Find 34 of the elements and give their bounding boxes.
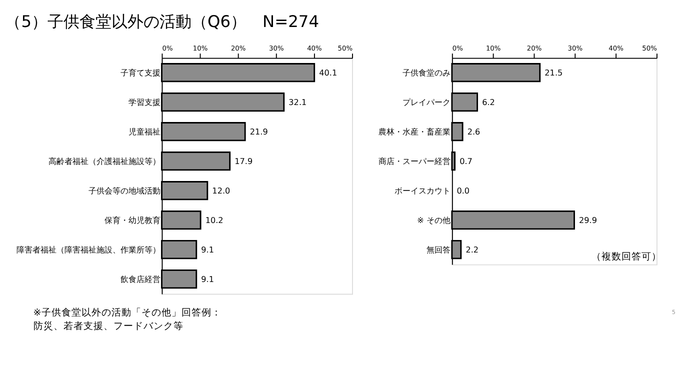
y-tick-label: 子供食堂のみ: [402, 67, 451, 78]
y-tick-label: 児童福祉: [128, 126, 160, 136]
y-tick-label: 飲食店経営: [120, 274, 160, 284]
data-label: 21.9: [250, 126, 268, 136]
data-label: 0.7: [460, 156, 472, 166]
data-label: 29.9: [579, 214, 598, 225]
y-tick-label: 子育て支援: [120, 67, 160, 78]
y-tick-label: 障害者福祉（障害福祉施設、作業所等）: [16, 244, 160, 254]
y-tick-label: 農林・水産・畜産業: [378, 126, 451, 136]
data-label: 12.0: [212, 185, 230, 196]
text: 防災、若者支援、フードバンク等: [33, 320, 184, 332]
y-tick-label: 高齢者福祉（介護福祉施設等）: [48, 156, 160, 166]
data-label: 6.2: [482, 96, 495, 107]
y-tick-label: 子供会等の地域活動: [88, 185, 160, 196]
data-label: 2.6: [467, 126, 480, 136]
y-tick-label: ボーイスカウト: [394, 185, 451, 196]
data-label: 9.1: [201, 274, 214, 284]
y-tick-label: 保育・幼児教育: [104, 214, 160, 225]
data-label: 17.9: [234, 156, 253, 166]
y-tick-label: 無回答: [426, 244, 451, 254]
data-label: 9.1: [201, 244, 214, 254]
data-label: 0.0: [456, 185, 470, 196]
data-label: 2.2: [466, 244, 479, 254]
y-tick-label: 商店・スーパー経営: [378, 156, 451, 166]
data-label: 32.1: [288, 96, 307, 107]
y-tick-label: プレイパーク: [402, 96, 451, 107]
y-tick-label: 学習支援: [128, 96, 160, 107]
y-tick-label: ※ その他: [417, 214, 451, 225]
data-label: 21.5: [544, 67, 563, 78]
data-label: 10.2: [205, 214, 224, 225]
data-label: 40.1: [319, 67, 338, 78]
text: ※子供食堂以外の活動「その他」回答例：: [33, 306, 222, 319]
chart-title: （5）子供食堂以外の活動（Q6） N=274: [5, 12, 319, 31]
annotation: （複数回答可）: [591, 250, 662, 263]
